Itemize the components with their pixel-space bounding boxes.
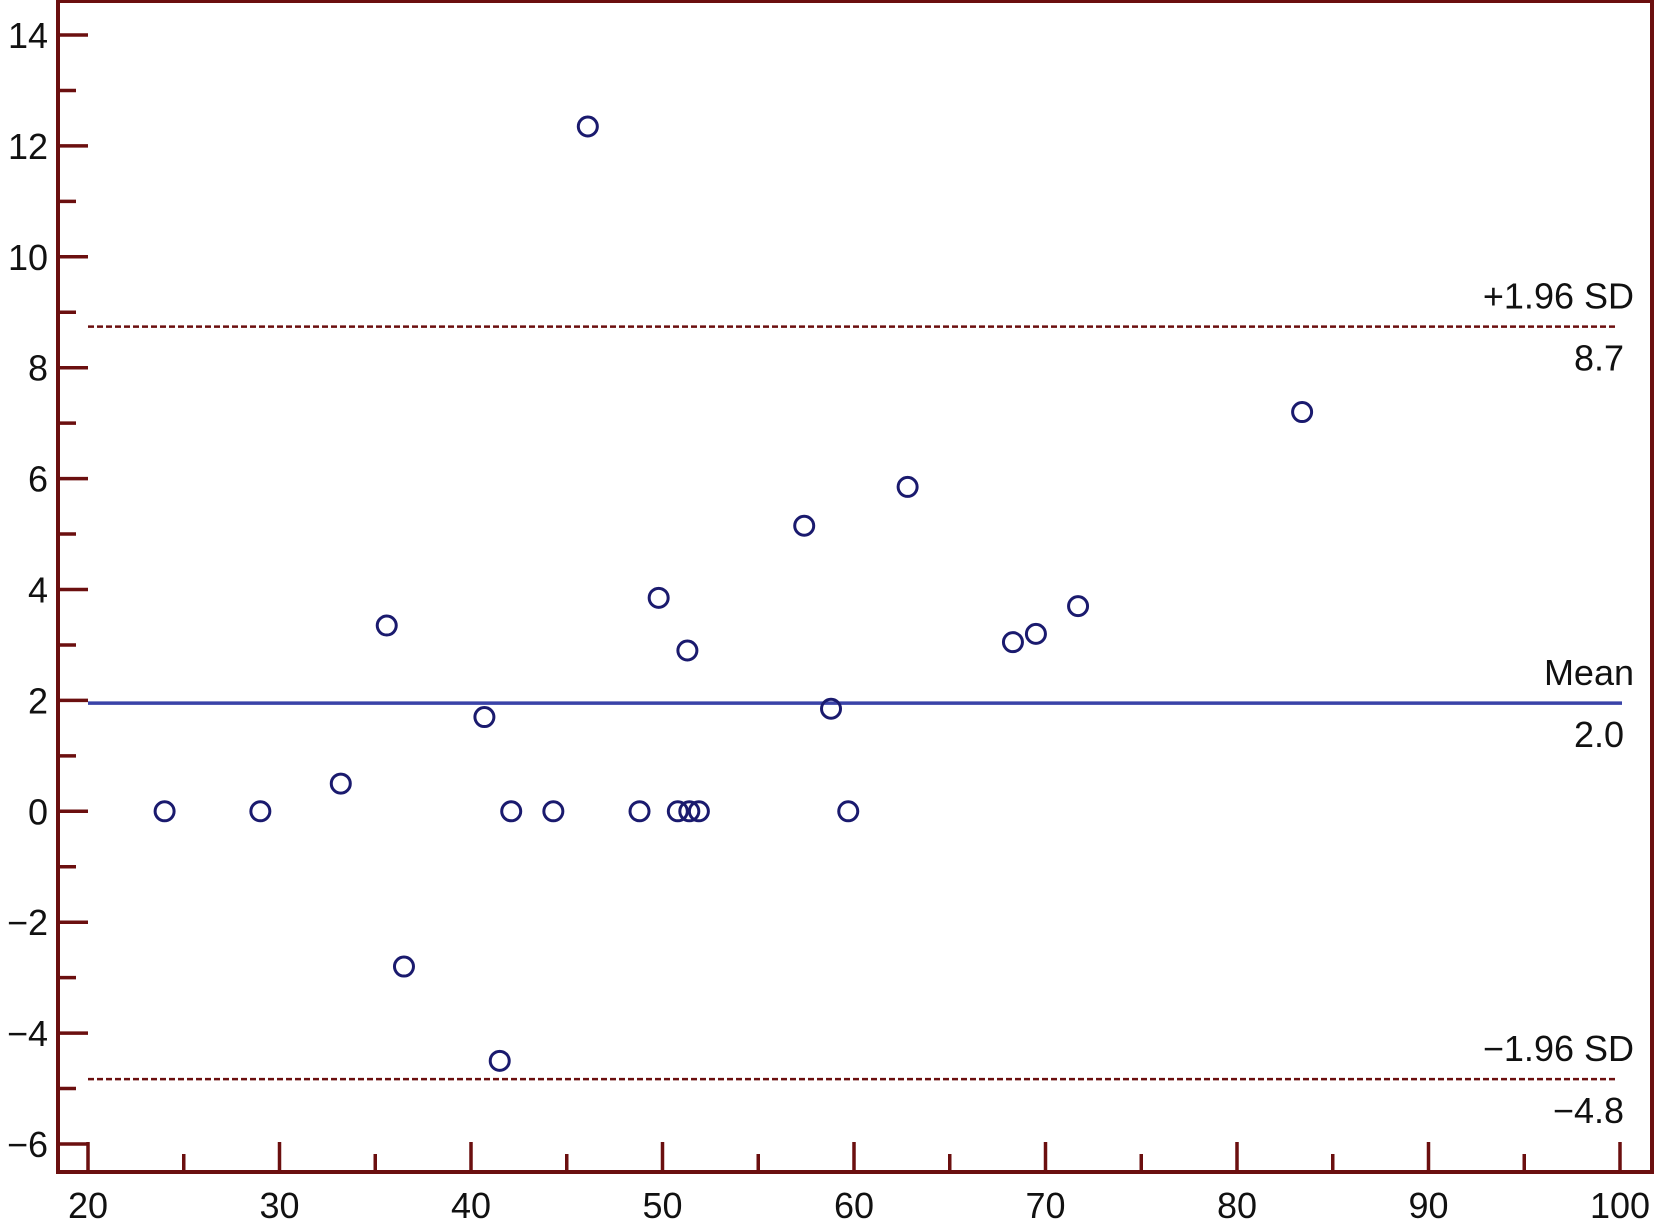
x-tick-label: 90	[1408, 1185, 1448, 1226]
data-point	[896, 475, 919, 498]
y-tick-label: 14	[8, 15, 48, 56]
x-tick-label: 100	[1590, 1185, 1650, 1226]
data-point	[837, 800, 860, 823]
y-tick-label: −6	[7, 1124, 48, 1165]
plot-frame-layer	[56, 0, 1654, 1174]
data-point	[687, 800, 710, 823]
data-point	[678, 800, 701, 823]
y-tick-label: 0	[28, 791, 48, 832]
y-tick-label: −4	[7, 1013, 48, 1054]
x-tick-label: 30	[259, 1185, 299, 1226]
x-tick-label: 40	[451, 1185, 491, 1226]
x-tick-label: 80	[1217, 1185, 1257, 1226]
reference-value-label: 8.7	[1574, 338, 1624, 379]
data-point	[1291, 401, 1314, 424]
x-tick-label: 60	[834, 1185, 874, 1226]
data-point	[576, 115, 599, 138]
x-tick-label: 70	[1025, 1185, 1065, 1226]
y-tick-label: −2	[7, 902, 48, 943]
data-points-layer	[153, 115, 1314, 1072]
reference-lines-layer: +1.96 SD 8.7 Mean 2.0 −1.96 SD −4.8	[88, 276, 1634, 1131]
y-tick-label: 8	[28, 348, 48, 389]
data-point	[793, 514, 816, 537]
reference-label: −1.96 SD	[1483, 1028, 1634, 1069]
data-point	[392, 955, 415, 978]
data-point	[375, 614, 398, 637]
data-point	[500, 800, 523, 823]
y-tick-label: 2	[28, 680, 48, 721]
data-point	[1001, 631, 1024, 654]
axis-ticks-layer: −6 −4 −2 0 2 4 6 8 10 12 14 20 30 40 50 60 70 80 90 100	[7, 15, 1650, 1226]
reference-label: +1.96 SD	[1483, 276, 1634, 317]
y-tick-label: 12	[8, 126, 48, 167]
data-point	[647, 586, 670, 609]
data-point	[676, 639, 699, 662]
data-point	[249, 800, 272, 823]
data-point	[666, 800, 689, 823]
reference-label: Mean	[1544, 652, 1634, 693]
data-point	[153, 800, 176, 823]
data-point	[820, 697, 843, 720]
data-point	[628, 800, 651, 823]
y-tick-label: 4	[28, 570, 48, 611]
y-tick-label: 6	[28, 459, 48, 500]
x-tick-label: 20	[68, 1185, 108, 1226]
reference-value-label: −4.8	[1553, 1090, 1624, 1131]
data-point	[329, 772, 352, 795]
data-point	[542, 800, 565, 823]
data-point	[473, 706, 496, 729]
data-point	[1067, 595, 1090, 618]
reference-value-label: 2.0	[1574, 714, 1624, 755]
data-point	[1024, 622, 1047, 645]
y-tick-label: 10	[8, 237, 48, 278]
data-point	[488, 1049, 511, 1072]
x-tick-label: 50	[642, 1185, 682, 1226]
plot-frame	[56, 0, 1654, 1174]
